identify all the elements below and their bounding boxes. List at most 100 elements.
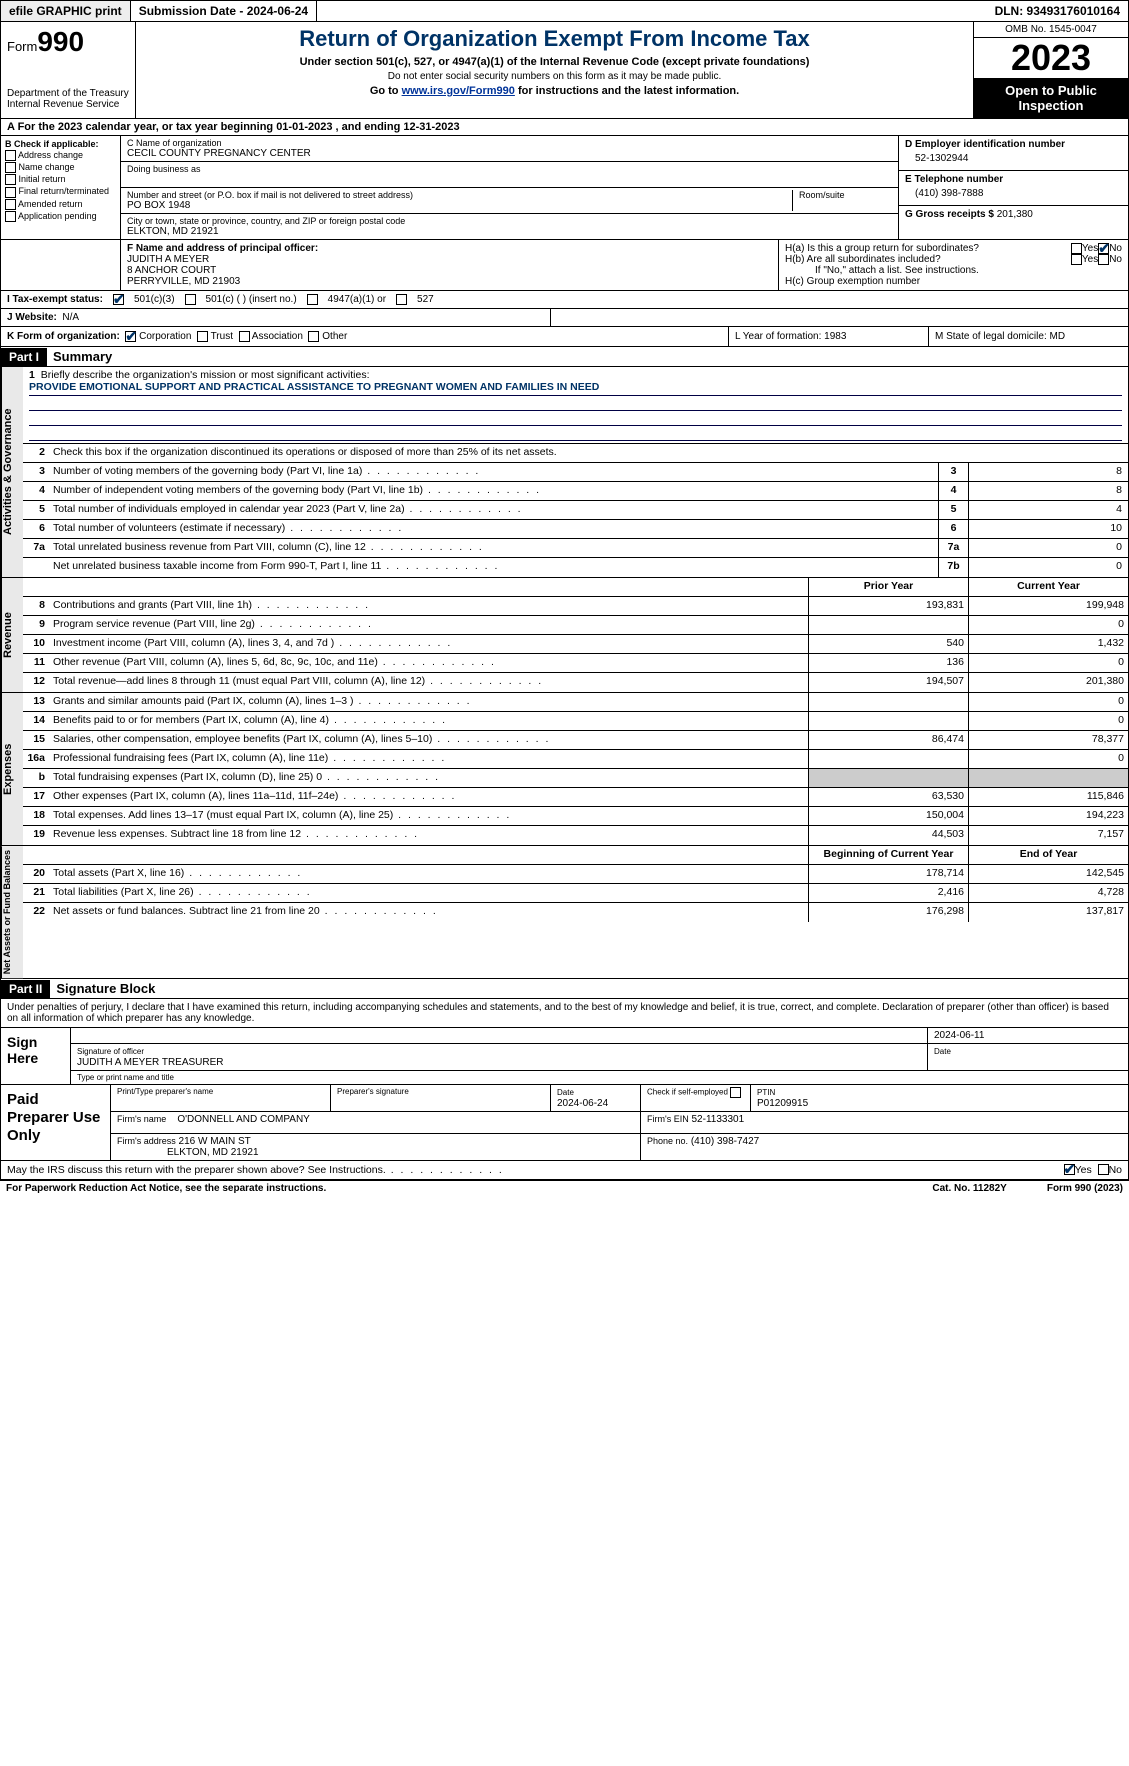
box-deg: D Employer identification number52-13029… (898, 136, 1128, 239)
cb-final-return[interactable]: Final return/terminated (5, 186, 116, 197)
type-print-label: Type or print name and title (71, 1071, 1128, 1084)
cb-trust[interactable] (197, 331, 208, 342)
irs-link[interactable]: www.irs.gov/Form990 (402, 85, 515, 97)
mission-label: Briefly describe the organization's miss… (41, 369, 370, 381)
hb-yes[interactable] (1071, 254, 1082, 265)
col-begin-year: Beginning of Current Year (808, 846, 968, 864)
box-j-hc: J Website: N/A (0, 309, 1129, 327)
treasury-dept: Department of the Treasury Internal Reve… (7, 88, 129, 110)
hb-note: If "No," attach a list. See instructions… (785, 265, 1122, 276)
summary-expenses: Expenses 13Grants and similar amounts pa… (0, 693, 1129, 846)
preparer-name-label: Print/Type preparer's name (111, 1085, 331, 1111)
cb-501c3[interactable] (113, 294, 124, 305)
hc-label: H(c) Group exemption number (785, 276, 1122, 287)
org-name: CECIL COUNTY PREGNANCY CENTER (127, 148, 892, 159)
cb-app-pending[interactable]: Application pending (5, 211, 116, 222)
cb-name-change[interactable]: Name change (5, 162, 116, 173)
hb-no[interactable] (1098, 254, 1109, 265)
sign-here-block: Sign Here 2024-06-11 Signature of office… (0, 1028, 1129, 1085)
cb-4947[interactable] (307, 294, 318, 305)
na-line-20: 20Total assets (Part X, line 16)178,7141… (23, 865, 1128, 884)
tax-year: 2023 (974, 38, 1128, 78)
box-h: H(a) Is this a group return for subordin… (778, 240, 1128, 290)
sign-sig-label: Signature of officer (77, 1047, 144, 1056)
dba-label: Doing business as (127, 164, 892, 174)
header-subtitle-2: Do not enter social security numbers on … (142, 71, 967, 82)
rev-line-8: 8Contributions and grants (Part VIII, li… (23, 597, 1128, 616)
officer-name: JUDITH A MEYER (127, 254, 209, 265)
exp-line-16a: 16aProfessional fundraising fees (Part I… (23, 750, 1128, 769)
website-label: J Website: (7, 312, 57, 323)
firm-name: O'DONNELL AND COMPANY (177, 1114, 310, 1125)
page-footer: For Paperwork Reduction Act Notice, see … (0, 1180, 1129, 1196)
gov-line-6: 6Total number of volunteers (estimate if… (23, 520, 1128, 539)
firm-addr2: ELKTON, MD 21921 (167, 1147, 259, 1158)
exp-line-13: 13Grants and similar amounts paid (Part … (23, 693, 1128, 712)
irs-discuss-yes[interactable] (1064, 1164, 1075, 1175)
cb-amended-return[interactable]: Amended return (5, 199, 116, 210)
box-b-label: B Check if applicable: (5, 139, 116, 149)
cb-501c[interactable] (185, 294, 196, 305)
year-formation: L Year of formation: 1983 (728, 327, 928, 346)
form-title: Return of Organization Exempt From Incom… (142, 26, 967, 52)
line-2: Check this box if the organization disco… (49, 444, 1128, 462)
cb-other[interactable] (308, 331, 319, 342)
box-c: C Name of organizationCECIL COUNTY PREGN… (121, 136, 898, 239)
officer-label: F Name and address of principal officer: (127, 243, 318, 254)
section-bcdeg: B Check if applicable: Address change Na… (0, 136, 1129, 240)
cb-corporation[interactable] (125, 331, 136, 342)
mission-text: PROVIDE EMOTIONAL SUPPORT AND PRACTICAL … (29, 381, 1122, 396)
col-end-year: End of Year (968, 846, 1128, 864)
signature-intro: Under penalties of perjury, I declare th… (0, 999, 1129, 1028)
street-address: PO BOX 1948 (127, 200, 792, 211)
paid-preparer-block: Paid Preparer Use Only Print/Type prepar… (0, 1085, 1129, 1161)
exp-line-15: 15Salaries, other compensation, employee… (23, 731, 1128, 750)
submission-date: Submission Date - 2024-06-24 (131, 1, 317, 21)
exp-line-18: 18Total expenses. Add lines 13–17 (must … (23, 807, 1128, 826)
ha-label: H(a) Is this a group return for subordin… (785, 243, 1071, 254)
efile-print-button[interactable]: efile GRAPHIC print (1, 1, 131, 21)
vtab-expenses: Expenses (1, 693, 23, 845)
na-line-21: 21Total liabilities (Part X, line 26)2,4… (23, 884, 1128, 903)
cb-address-change[interactable]: Address change (5, 150, 116, 161)
cb-self-employed[interactable] (730, 1087, 741, 1098)
cb-527[interactable] (396, 294, 407, 305)
omb-number: OMB No. 1545-0047 (974, 22, 1128, 38)
ha-no[interactable] (1098, 243, 1109, 254)
city-state-zip: ELKTON, MD 21921 (127, 226, 892, 237)
rev-line-11: 11Other revenue (Part VIII, column (A), … (23, 654, 1128, 673)
cb-initial-return[interactable]: Initial return (5, 174, 116, 185)
firm-addr1: 216 W MAIN ST (179, 1136, 251, 1147)
gov-line-7a: 7aTotal unrelated business revenue from … (23, 539, 1128, 558)
ha-yes[interactable] (1071, 243, 1082, 254)
irs-discuss-no[interactable] (1098, 1164, 1109, 1175)
state-domicile: M State of legal domicile: MD (928, 327, 1128, 346)
exp-line-14: 14Benefits paid to or for members (Part … (23, 712, 1128, 731)
box-b: B Check if applicable: Address change Na… (1, 136, 121, 239)
irs-discuss-row: May the IRS discuss this return with the… (0, 1161, 1129, 1180)
rev-line-9: 9Program service revenue (Part VIII, lin… (23, 616, 1128, 635)
addr-label: Number and street (or P.O. box if mail i… (127, 190, 792, 200)
dln-number: DLN: 93493176010164 (987, 1, 1128, 21)
form-number: Form990 (7, 26, 129, 58)
summary-net-assets: Net Assets or Fund Balances Beginning of… (0, 846, 1129, 979)
ptin-value: P01209915 (757, 1098, 808, 1109)
footer-catno: Cat. No. 11282Y (932, 1183, 1006, 1194)
phone-value: (410) 398-7888 (905, 185, 1122, 202)
officer-signature-name: JUDITH A MEYER TREASURER (77, 1057, 224, 1068)
city-label: City or town, state or province, country… (127, 216, 892, 226)
paid-preparer-label: Paid Preparer Use Only (1, 1085, 111, 1160)
room-label: Room/suite (799, 190, 892, 200)
footer-paperwork: For Paperwork Reduction Act Notice, see … (6, 1183, 326, 1194)
rev-line-12: 12Total revenue—add lines 8 through 11 (… (23, 673, 1128, 692)
officer-addr1: 8 ANCHOR COURT (127, 265, 216, 276)
rev-line-10: 10Investment income (Part VIII, column (… (23, 635, 1128, 654)
preparer-date: 2024-06-24 (557, 1098, 608, 1109)
cb-association[interactable] (239, 331, 250, 342)
exp-line-17: 17Other expenses (Part IX, column (A), l… (23, 788, 1128, 807)
gov-line-3: 3Number of voting members of the governi… (23, 463, 1128, 482)
phone-label: E Telephone number (905, 174, 1122, 185)
vtab-net-assets: Net Assets or Fund Balances (1, 846, 23, 978)
col-current-year: Current Year (968, 578, 1128, 596)
open-to-public: Open to Public Inspection (974, 78, 1128, 118)
